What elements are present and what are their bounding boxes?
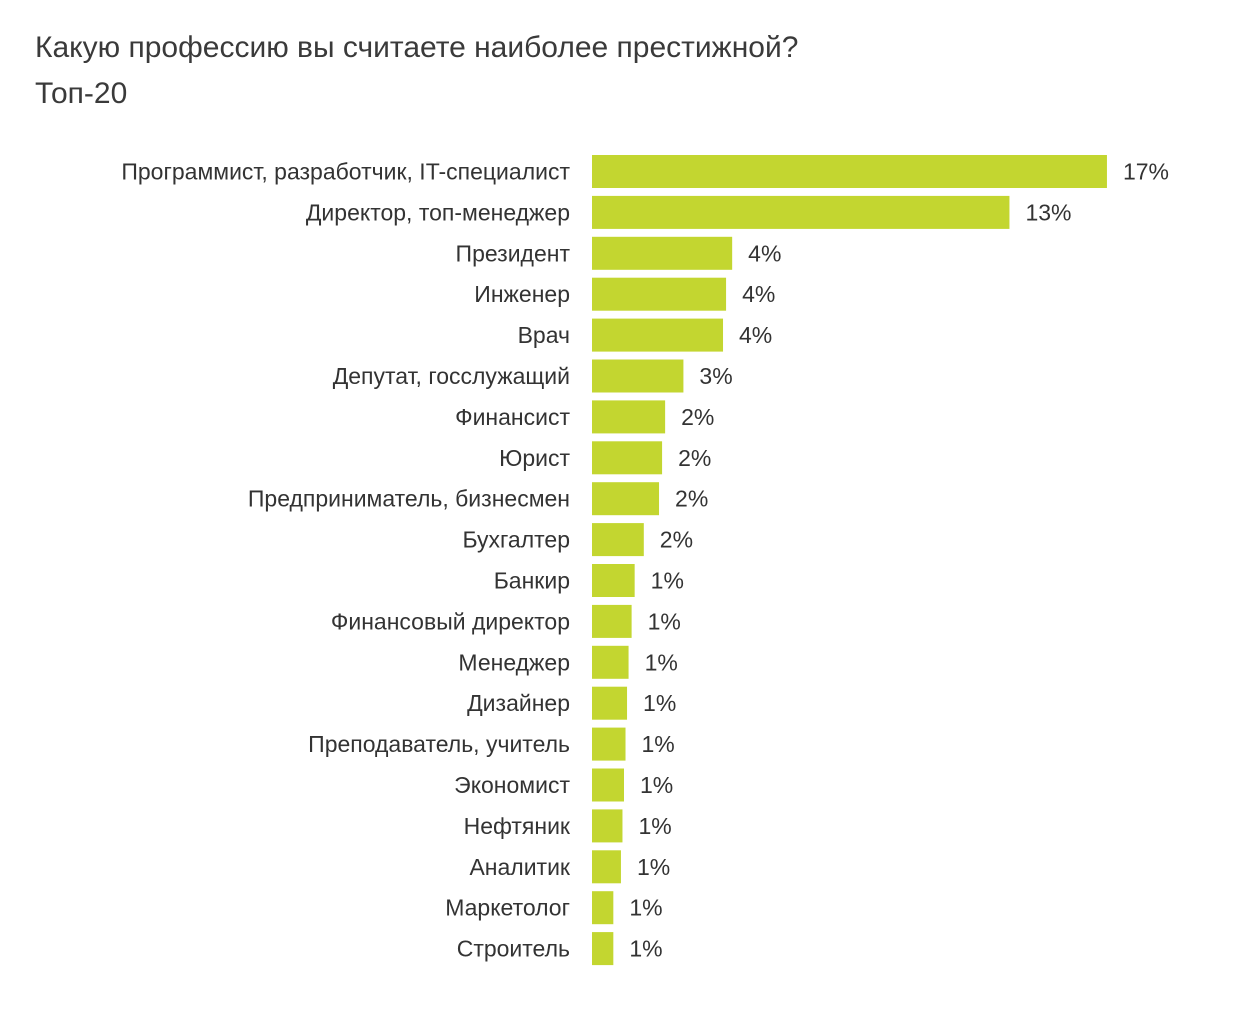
bar	[592, 155, 1107, 188]
category-label: Бухгалтер	[462, 527, 570, 553]
bar	[592, 727, 626, 761]
bar	[592, 686, 628, 720]
bar	[592, 768, 624, 802]
value-label: 2%	[678, 445, 711, 471]
category-label: Строитель	[457, 936, 570, 962]
value-label: 1%	[651, 568, 684, 594]
category-label: Финансовый директор	[331, 608, 570, 634]
bar	[592, 277, 727, 311]
category-label: Программист, разработчик, IT-специалист	[121, 159, 570, 185]
category-label: Нефтяник	[464, 813, 571, 839]
category-label: Дизайнер	[467, 690, 570, 716]
category-label: Инженер	[474, 281, 570, 307]
value-label: 1%	[642, 731, 675, 757]
category-label: Юрист	[499, 445, 570, 471]
category-label: Банкир	[494, 568, 570, 594]
bar	[592, 523, 644, 557]
value-label: 2%	[675, 486, 708, 512]
bars	[592, 155, 1107, 966]
bar	[592, 604, 632, 638]
value-label: 3%	[699, 363, 732, 389]
bar	[592, 932, 614, 966]
value-labels: 17% 13% 4% 4% 4% 3% 2% 2% 2% 2% 1% 1% 1% 1% 1% 1% 1% 1% 1%…	[629, 159, 1169, 962]
bar	[592, 236, 733, 270]
category-label: Менеджер	[458, 649, 570, 675]
value-label: 4%	[748, 240, 781, 266]
bar	[592, 891, 614, 925]
category-label: Президент	[456, 240, 571, 266]
category-label: Преподаватель, учитель	[308, 731, 570, 757]
chart-subtitle: Топ-20	[35, 77, 128, 110]
value-label: 1%	[638, 813, 671, 839]
category-labels: Программист, разработчик, IT-специалист Д…	[121, 159, 571, 962]
chart-title: Какую профессию вы считаете наиболее пре…	[35, 31, 799, 64]
category-label: Директор, топ-менеджер	[306, 199, 570, 225]
value-label: 2%	[681, 404, 714, 430]
value-label: 1%	[637, 854, 670, 880]
bar	[592, 564, 635, 597]
value-label: 1%	[643, 690, 676, 716]
value-label: 1%	[640, 772, 673, 798]
category-label: Врач	[518, 322, 570, 348]
bar	[592, 809, 623, 843]
bar	[592, 318, 724, 352]
bar	[592, 850, 621, 884]
value-label: 17%	[1123, 159, 1169, 185]
bar	[592, 359, 684, 393]
value-label: 1%	[648, 608, 681, 634]
value-label: 2%	[660, 527, 693, 553]
bar	[592, 645, 629, 679]
bar	[592, 482, 660, 516]
value-label: 4%	[739, 322, 772, 348]
category-label: Депутат, госслужащий	[333, 363, 570, 389]
value-label: 1%	[629, 936, 662, 962]
value-label: 1%	[645, 649, 678, 675]
value-label: 4%	[742, 281, 775, 307]
category-label: Экономист	[454, 772, 570, 798]
bar	[592, 441, 663, 475]
category-label: Предприниматель, бизнесмен	[248, 486, 570, 512]
bar	[592, 195, 1010, 229]
category-label: Аналитик	[469, 854, 570, 880]
category-label: Маркетолог	[445, 895, 570, 921]
value-label: 1%	[629, 895, 662, 921]
value-label: 13%	[1025, 199, 1071, 225]
bar	[592, 400, 666, 434]
category-label: Финансист	[455, 404, 570, 430]
